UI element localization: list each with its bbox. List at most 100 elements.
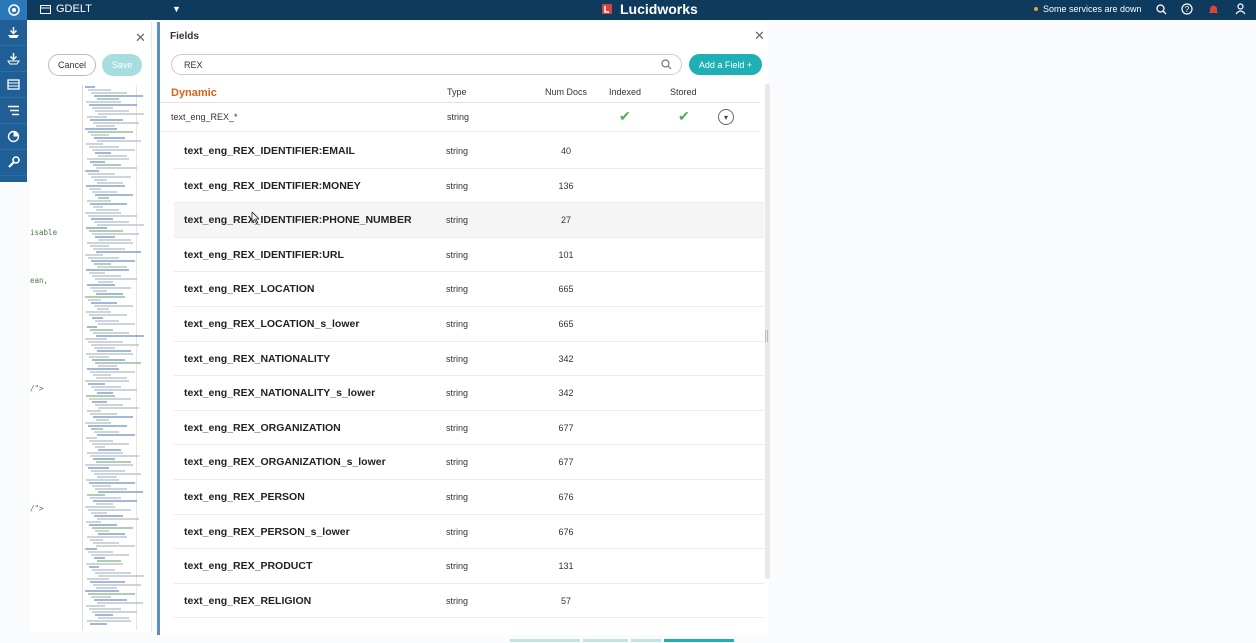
indexed-column-header[interactable]: Indexed	[609, 87, 642, 97]
field-num-docs: 677	[558, 457, 574, 468]
minimap-line	[96, 587, 117, 589]
field-row[interactable]: text_eng_REX_LOCATION string 665	[174, 272, 764, 307]
search-icon[interactable]	[1154, 2, 1168, 16]
app-dropdown-icon[interactable]: ▼	[172, 4, 181, 14]
close-fields-icon[interactable]: ✕	[754, 28, 765, 43]
field-name: text_eng_REX_LOCATION_s_lower	[184, 317, 360, 330]
minimap-line	[94, 347, 115, 349]
field-num-docs: 677	[558, 422, 574, 433]
field-num-docs: 342	[558, 388, 574, 399]
field-row[interactable]: text_eng_REX_IDENTIFIER:MONEY string 136	[174, 169, 764, 204]
close-editor-icon[interactable]: ✕	[135, 30, 146, 45]
field-row[interactable]: text_eng_REX_IDENTIFIER:URL string 101	[174, 238, 764, 273]
minimap-line	[95, 404, 123, 406]
code-fragment: ean,	[30, 276, 49, 285]
minimap-line	[93, 500, 137, 502]
minimap-line	[97, 602, 143, 604]
add-field-button[interactable]: Add a Field +	[689, 54, 762, 75]
minimap-line	[88, 467, 109, 469]
minimap-line	[87, 494, 105, 496]
field-row[interactable]: text_eng_REX_IDENTIFIER:EMAIL string 40	[174, 134, 764, 169]
minimap-line	[95, 110, 129, 112]
dynamic-field-row[interactable]: text_eng_REX_* string ✔ ✔ ▾	[160, 104, 760, 132]
notifications-icon[interactable]	[1206, 2, 1220, 16]
analytics-icon[interactable]	[0, 124, 27, 150]
minimap-line	[87, 536, 127, 538]
query-icon[interactable]	[0, 46, 27, 72]
minimap-line	[93, 248, 125, 250]
minimap-line	[90, 455, 139, 457]
field-row[interactable]: text_eng_REX_NATIONALITY string 342	[174, 342, 764, 377]
minimap-line	[89, 230, 123, 232]
field-num-docs: 665	[558, 284, 574, 295]
minimap-line	[88, 131, 133, 133]
minimap-line	[96, 125, 115, 127]
field-name: text_eng_REX_LOCATION	[184, 283, 315, 296]
field-row[interactable]: text_eng_REX_LOCATION_s_lower string 665	[174, 307, 764, 342]
field-row[interactable]: text_eng_REX_NATIONALITY_s_lower string 34…	[174, 376, 764, 411]
fusion-logo-icon[interactable]	[0, 0, 27, 20]
type-column-header[interactable]: Type	[447, 87, 467, 97]
field-row[interactable]: text_eng_REX_PERSON string 676	[174, 480, 764, 515]
minimap-line	[88, 551, 113, 553]
collections-icon[interactable]	[0, 72, 27, 98]
minimap-line	[92, 359, 125, 361]
minimap-line	[87, 578, 109, 580]
table-header: Dynamic Type Num Docs Indexed Stored	[160, 83, 760, 103]
field-row[interactable]: text_eng_REX_ORGANIZATION_s_lower string 6…	[174, 445, 764, 480]
field-type: string	[446, 284, 469, 295]
minimap-line	[85, 548, 97, 550]
minimap-line	[93, 542, 119, 544]
minimap-line	[98, 239, 131, 241]
minimap-line	[93, 458, 115, 460]
field-type: string	[446, 526, 469, 537]
field-name: text_eng_REX_IDENTIFIER:EMAIL	[184, 145, 355, 157]
field-name: text_eng_REX_PERSON_s_lower	[184, 525, 350, 538]
minimap-line	[91, 302, 117, 304]
minimap-line	[92, 191, 117, 193]
field-row[interactable]: text_eng_REX_PRODUCT string 131	[174, 549, 764, 584]
minimap-line	[89, 524, 117, 526]
minimap-line	[91, 596, 111, 598]
expand-dynamic-field-icon[interactable]: ▾	[718, 109, 734, 125]
minimap-line	[98, 533, 125, 535]
cancel-button[interactable]: Cancel	[48, 54, 96, 76]
minimap-line	[91, 386, 121, 388]
service-status[interactable]: Some services are down	[1034, 4, 1142, 14]
index-icon[interactable]	[0, 20, 27, 46]
field-type: string	[446, 491, 469, 502]
system-icon[interactable]	[0, 150, 27, 176]
minimap-line	[87, 326, 97, 328]
minimap-line	[85, 422, 111, 424]
code-minimap[interactable]	[82, 85, 144, 630]
minimap-scrollbar[interactable]	[136, 85, 144, 630]
field-row[interactable]: text_eng_REX_PERSON_s_lower string 676	[174, 515, 764, 550]
minimap-line	[93, 122, 139, 124]
field-row[interactable]: text_eng_REX_ORGANIZATION string 677	[174, 411, 764, 446]
minimap-line	[97, 308, 109, 310]
field-search-input[interactable]: REX	[171, 54, 682, 75]
minimap-line	[85, 380, 129, 382]
minimap-line	[91, 260, 135, 262]
save-button[interactable]: Save	[102, 54, 142, 76]
minimap-line	[93, 584, 141, 586]
help-icon[interactable]: ?	[1180, 2, 1194, 16]
search-icon[interactable]	[661, 59, 672, 72]
list-icon[interactable]	[0, 98, 27, 124]
stored-column-header[interactable]: Stored	[670, 87, 697, 97]
minimap-line	[87, 242, 133, 244]
minimap-line	[89, 356, 109, 358]
minimap-line	[97, 224, 144, 226]
minimap-line	[91, 134, 109, 136]
code-fragment: isable	[30, 228, 58, 237]
minimap-line	[86, 395, 115, 397]
status-text: Some services are down	[1043, 4, 1142, 14]
minimap-line	[93, 374, 111, 376]
minimap-line	[91, 344, 139, 346]
user-icon[interactable]	[1233, 2, 1247, 16]
num-docs-column-header[interactable]: Num Docs	[545, 87, 588, 97]
app-selector[interactable]: GDELT	[40, 3, 92, 15]
field-row[interactable]: text_eng_REX_IDENTIFIER:PHONE_NUMBER stri…	[174, 203, 764, 238]
panel-resize-handle[interactable]	[765, 330, 768, 342]
field-row[interactable]: text_eng_REX_RELIGION string 57	[174, 584, 764, 619]
